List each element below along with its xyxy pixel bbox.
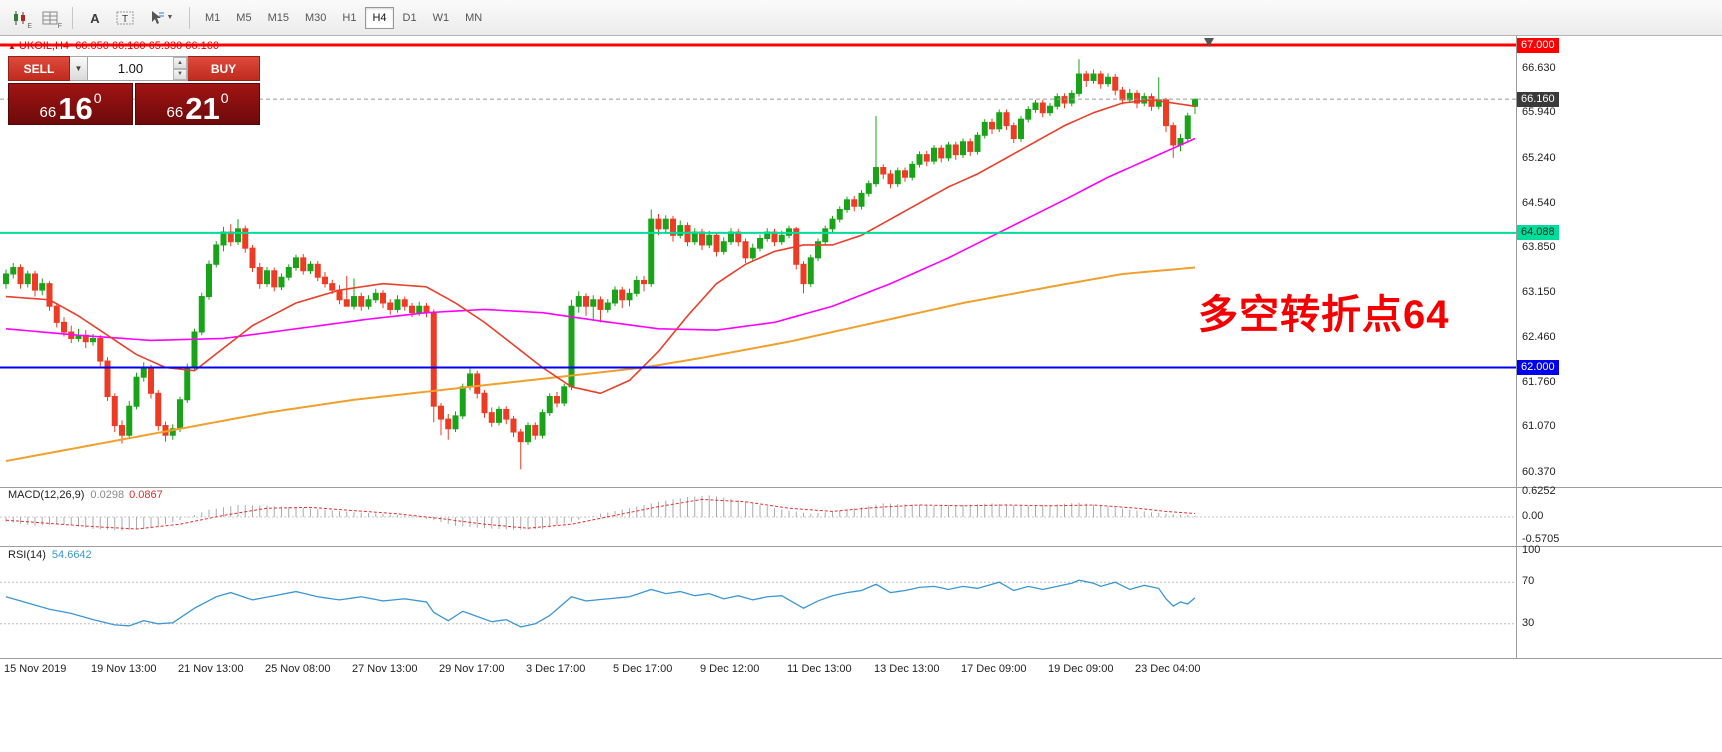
cursor-tool-icon-button[interactable]: ▼ <box>141 5 181 31</box>
time-axis-label: 3 Dec 17:00 <box>526 663 586 675</box>
time-axis-label: 19 Nov 13:00 <box>91 663 157 675</box>
main-chart[interactable] <box>0 36 1516 659</box>
toolbar: E F A T <box>0 0 1722 36</box>
buy-button[interactable]: BUY <box>188 56 260 81</box>
text-box-icon: T <box>116 11 134 25</box>
price-tick-label: 64.540 <box>1522 196 1556 209</box>
ohlc-values: 66.050 66.160 65.930 66.160 <box>75 40 219 52</box>
price-badge: 66.160 <box>1517 91 1559 107</box>
panel-separator[interactable] <box>0 546 1722 547</box>
volume-up-button[interactable]: ▲ <box>173 57 187 69</box>
volume-spinner: ▲ ▼ <box>173 57 187 80</box>
rsi-value: 54.6642 <box>51 549 92 561</box>
time-axis-label: 21 Nov 13:00 <box>178 663 244 675</box>
price-tick-label: 61.070 <box>1522 420 1556 433</box>
tf-button-m1[interactable]: M1 <box>198 7 227 29</box>
macd-signal-value: 0.0867 <box>129 489 163 501</box>
chart-annotation-text[interactable]: 多空转折点64 <box>1198 293 1450 337</box>
chevron-down-icon: ▼ <box>166 14 174 21</box>
time-axis-label: 15 Nov 2019 <box>4 663 67 675</box>
time-axis-label: 19 Dec 09:00 <box>1048 663 1114 675</box>
tf-button-m15[interactable]: M15 <box>261 7 296 29</box>
macd-axis-label: -0.5705 <box>1522 532 1560 545</box>
price-badge: 62.000 <box>1517 360 1559 375</box>
rsi-indicator-label: RSI(14) 54.6642 <box>8 549 92 561</box>
chart-ohlc-header: ▲ UKOIL,H4 66.050 66.160 65.930 66.160 <box>8 40 219 52</box>
buy-price-display[interactable]: 66 21 0 <box>135 83 260 125</box>
candlestick-chart-icon <box>13 10 25 25</box>
macd-indicator-label: MACD(12,26,9) 0.0298 0.0867 <box>8 489 163 501</box>
time-axis-label: 9 Dec 12:00 <box>700 663 760 675</box>
svg-text:T: T <box>122 14 128 25</box>
text-box-icon-button[interactable]: T <box>111 5 139 31</box>
tf-button-h4[interactable]: H4 <box>365 6 394 29</box>
price-tick-label: 63.150 <box>1522 286 1556 299</box>
rsi-axis-label: 30 <box>1522 616 1535 629</box>
time-axis-label: 29 Nov 17:00 <box>439 663 505 675</box>
object-marker-icon: ▲ <box>8 42 16 51</box>
rsi-axis-label: 100 <box>1522 544 1541 556</box>
volume-dropdown-button[interactable]: ▼ <box>70 56 88 81</box>
price-tick-label: 65.940 <box>1522 106 1556 119</box>
cursor-tool-icon <box>151 10 164 24</box>
price-tick-label: 61.760 <box>1522 375 1556 388</box>
sell-button[interactable]: SELL <box>8 56 70 81</box>
volume-input[interactable] <box>88 57 187 80</box>
price-axis-border <box>1516 36 1517 659</box>
chevron-down-icon: ▼ <box>74 64 83 73</box>
sell-price-whole: 66 <box>39 103 57 121</box>
macd-axis-label: 0.6252 <box>1522 484 1556 497</box>
svg-text:A: A <box>90 11 100 26</box>
sell-price-display[interactable]: 66 16 0 <box>8 83 133 125</box>
price-tick-label: 66.630 <box>1522 61 1556 74</box>
time-axis-label: 27 Nov 13:00 <box>352 663 418 675</box>
buy-price-pips: 21 <box>185 90 220 126</box>
price-tick-label: 60.370 <box>1522 465 1556 478</box>
buy-price-whole: 66 <box>166 103 184 121</box>
symbol-period-label: UKOIL,H4 <box>18 40 70 52</box>
time-axis-label: 5 Dec 17:00 <box>613 663 673 675</box>
volume-field-wrap: ▲ ▼ <box>88 56 188 81</box>
toolbar-separator <box>72 6 73 29</box>
price-tick-label: 63.850 <box>1522 241 1556 254</box>
panel-separator[interactable] <box>0 487 1722 488</box>
sell-price-pips: 16 <box>58 90 93 126</box>
rsi-axis-label: 70 <box>1522 575 1535 588</box>
tf-button-m5[interactable]: M5 <box>229 7 258 29</box>
tf-button-d1[interactable]: D1 <box>396 7 424 29</box>
price-tick-label: 65.240 <box>1522 151 1556 164</box>
time-axis-label: 25 Nov 08:00 <box>265 663 331 675</box>
price-badge: 64.088 <box>1517 225 1559 241</box>
macd-main-value: 0.0298 <box>90 489 125 501</box>
price-tick-label: 62.460 <box>1522 330 1556 343</box>
text-label-icon-button[interactable]: A <box>81 5 109 31</box>
tf-button-h1[interactable]: H1 <box>335 7 363 29</box>
macd-axis-label: 0.00 <box>1522 510 1544 522</box>
price-badge: 67.000 <box>1517 37 1559 53</box>
candlestick-chart-icon-button[interactable]: E <box>6 5 34 31</box>
time-axis-label: 13 Dec 13:00 <box>874 663 940 675</box>
tf-button-m30[interactable]: M30 <box>298 7 333 29</box>
time-axis-label: 17 Dec 09:00 <box>961 663 1027 675</box>
toolbar-separator <box>189 6 190 29</box>
buy-price-fraction: 0 <box>220 90 229 106</box>
text-label-icon: A <box>90 11 100 26</box>
time-axis-label: 11 Dec 13:00 <box>787 663 852 675</box>
tf-button-w1[interactable]: W1 <box>426 7 457 29</box>
volume-down-button[interactable]: ▼ <box>173 68 187 80</box>
panel-separator <box>0 658 1722 659</box>
time-axis-label: 23 Dec 04:00 <box>1135 663 1201 675</box>
tf-button-mn[interactable]: MN <box>458 7 489 29</box>
bar-grid-icon <box>42 11 58 24</box>
bar-grid-icon-button[interactable]: F <box>36 5 64 31</box>
sell-price-fraction: 0 <box>93 90 102 106</box>
